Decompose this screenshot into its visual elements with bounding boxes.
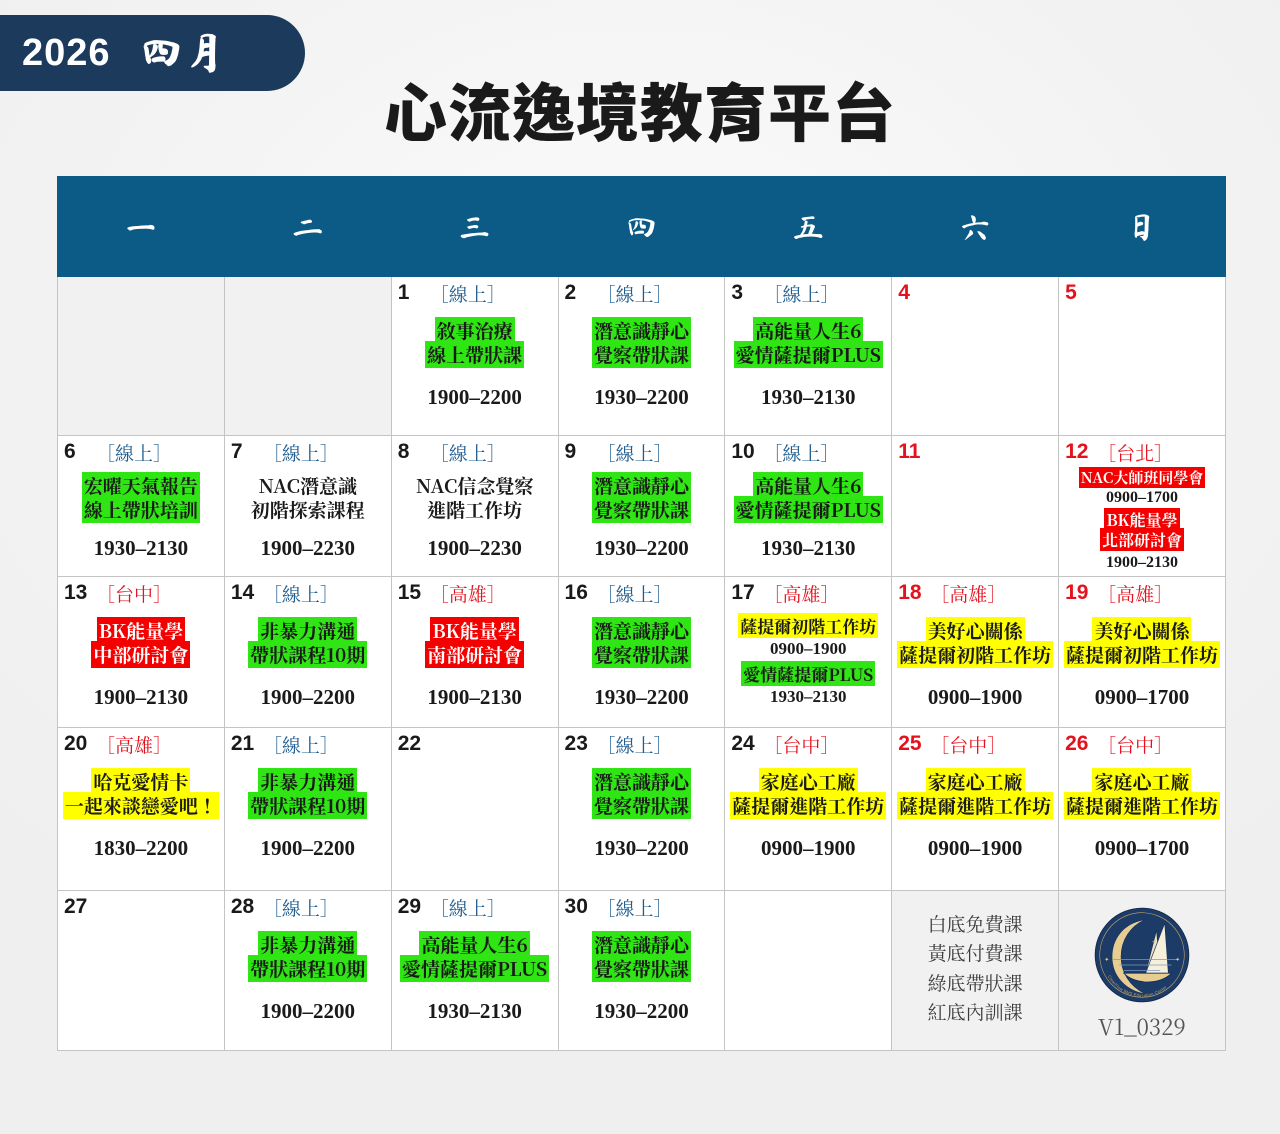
svg-text:+: +	[1152, 939, 1156, 946]
svg-text:✦: ✦	[1104, 956, 1109, 963]
svg-text:✦: ✦	[1175, 956, 1180, 963]
